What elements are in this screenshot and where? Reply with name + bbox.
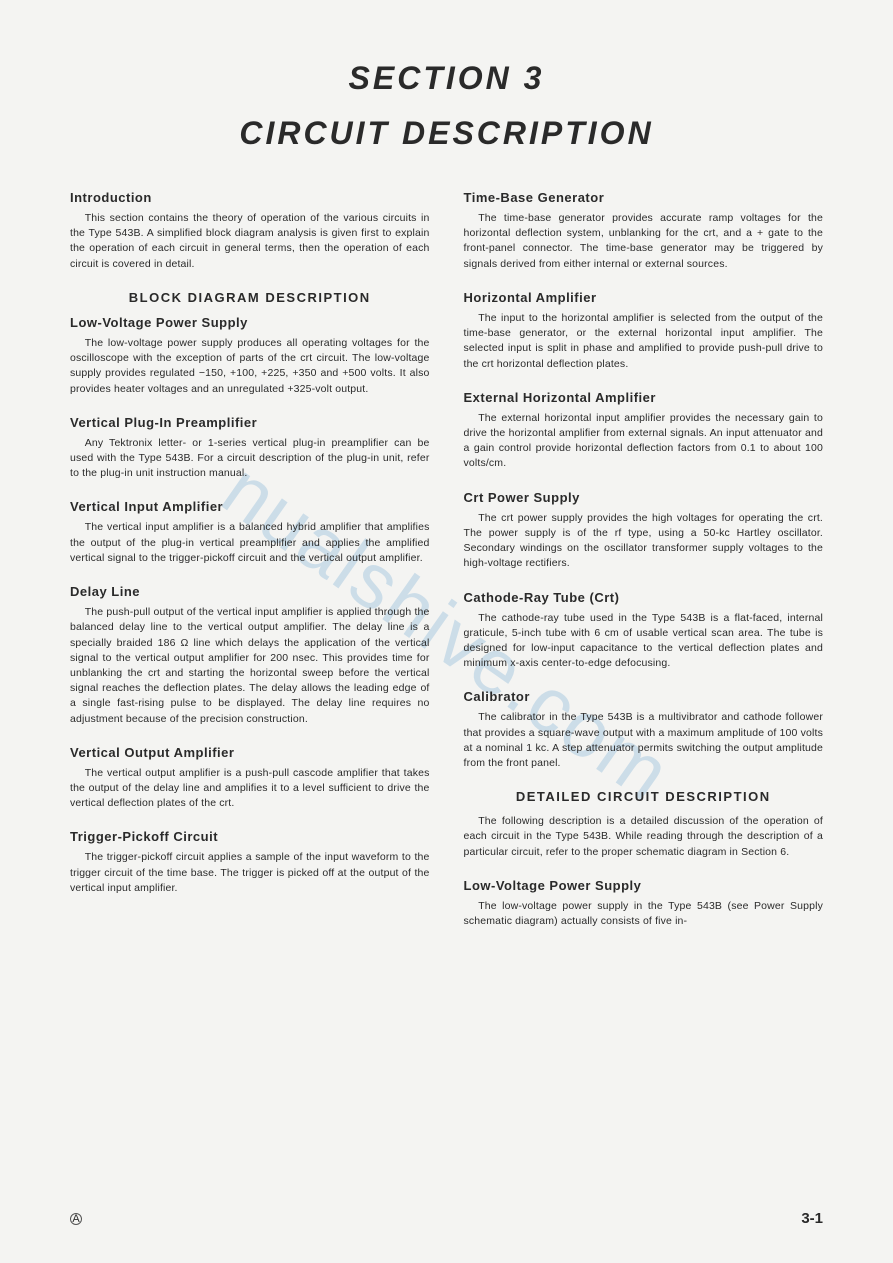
vertical-output-heading: Vertical Output Amplifier (70, 745, 430, 760)
trigger-pickoff-paragraph: The trigger-pickoff circuit applies a sa… (70, 850, 430, 896)
calibrator-heading: Calibrator (464, 689, 824, 704)
delay-line-paragraph: The push-pull output of the vertical inp… (70, 605, 430, 727)
timebase-heading: Time-Base Generator (464, 190, 824, 205)
delay-line-heading: Delay Line (70, 584, 430, 599)
trigger-pickoff-section: Trigger-Pickoff Circuit The trigger-pick… (70, 829, 430, 896)
lvps-detailed-heading: Low-Voltage Power Supply (464, 878, 824, 893)
crt-power-paragraph: The crt power supply provides the high v… (464, 511, 824, 572)
introduction-paragraph: This section contains the theory of oper… (70, 211, 430, 272)
external-horiz-heading: External Horizontal Amplifier (464, 390, 824, 405)
left-column: Introduction This section contains the t… (70, 190, 430, 947)
vertical-input-heading: Vertical Input Amplifier (70, 499, 430, 514)
detailed-description-paragraph: The following description is a detailed … (464, 814, 824, 860)
horizontal-amp-section: Horizontal Amplifier The input to the ho… (464, 290, 824, 372)
revision-mark-icon: A (70, 1213, 82, 1225)
lvps-detailed-paragraph: The low-voltage power supply in the Type… (464, 899, 824, 929)
calibrator-section: Calibrator The calibrator in the Type 54… (464, 689, 824, 771)
detailed-description-heading: DETAILED CIRCUIT DESCRIPTION (464, 789, 824, 804)
crt-power-section: Crt Power Supply The crt power supply pr… (464, 490, 824, 572)
horizontal-amp-heading: Horizontal Amplifier (464, 290, 824, 305)
vertical-output-paragraph: The vertical output amplifier is a push-… (70, 766, 430, 812)
section-number-title: SECTION 3 (70, 60, 823, 97)
lvps-detailed-section: Low-Voltage Power Supply The low-voltage… (464, 878, 824, 929)
vertical-plugin-section: Vertical Plug-In Preamplifier Any Tektro… (70, 415, 430, 482)
crt-heading: Cathode-Ray Tube (Crt) (464, 590, 824, 605)
crt-paragraph: The cathode-ray tube used in the Type 54… (464, 611, 824, 672)
timebase-paragraph: The time-base generator provides accurat… (464, 211, 824, 272)
vertical-input-section: Vertical Input Amplifier The vertical in… (70, 499, 430, 566)
vertical-plugin-heading: Vertical Plug-In Preamplifier (70, 415, 430, 430)
page-number: 3-1 (801, 1210, 823, 1227)
lvps-section: Low-Voltage Power Supply The low-voltage… (70, 315, 430, 397)
external-horiz-paragraph: The external horizontal input amplifier … (464, 411, 824, 472)
horizontal-amp-paragraph: The input to the horizontal amplifier is… (464, 311, 824, 372)
block-diagram-heading: BLOCK DIAGRAM DESCRIPTION (70, 290, 430, 305)
page-content: SECTION 3 CIRCUIT DESCRIPTION Introducti… (70, 60, 823, 947)
two-column-layout: Introduction This section contains the t… (70, 190, 823, 947)
introduction-heading: Introduction (70, 190, 430, 205)
timebase-section: Time-Base Generator The time-base genera… (464, 190, 824, 272)
right-column: Time-Base Generator The time-base genera… (464, 190, 824, 947)
lvps-paragraph: The low-voltage power supply produces al… (70, 336, 430, 397)
calibrator-paragraph: The calibrator in the Type 543B is a mul… (464, 710, 824, 771)
page-title: CIRCUIT DESCRIPTION (70, 115, 823, 152)
vertical-output-section: Vertical Output Amplifier The vertical o… (70, 745, 430, 812)
introduction-section: Introduction This section contains the t… (70, 190, 430, 272)
lvps-heading: Low-Voltage Power Supply (70, 315, 430, 330)
crt-section: Cathode-Ray Tube (Crt) The cathode-ray t… (464, 590, 824, 672)
vertical-plugin-paragraph: Any Tektronix letter- or 1-series vertic… (70, 436, 430, 482)
trigger-pickoff-heading: Trigger-Pickoff Circuit (70, 829, 430, 844)
crt-power-heading: Crt Power Supply (464, 490, 824, 505)
external-horiz-section: External Horizontal Amplifier The extern… (464, 390, 824, 472)
vertical-input-paragraph: The vertical input amplifier is a balanc… (70, 520, 430, 566)
delay-line-section: Delay Line The push-pull output of the v… (70, 584, 430, 727)
